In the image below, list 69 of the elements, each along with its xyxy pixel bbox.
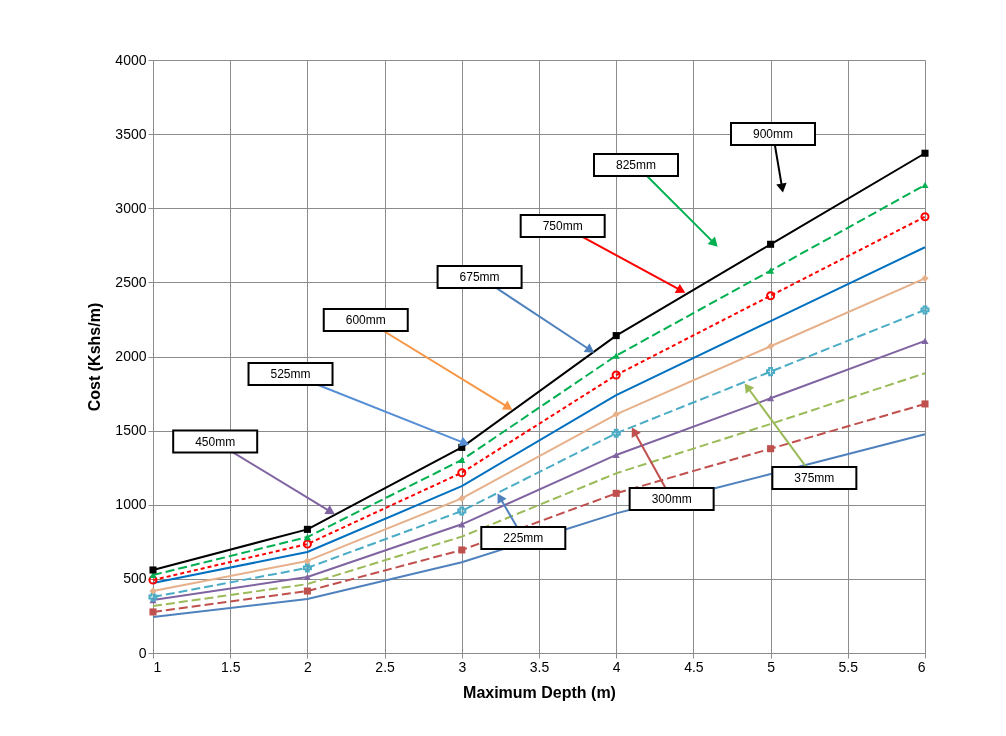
x-tick-label: 5: [767, 658, 776, 675]
point: [303, 525, 311, 533]
point: [302, 563, 312, 573]
point: [921, 274, 929, 282]
x-tick-label: 4: [612, 658, 621, 675]
point: [921, 149, 929, 157]
annotation: 450mm: [195, 434, 236, 449]
point: [612, 451, 620, 458]
annotation: 750mm: [542, 219, 583, 234]
y-tick-label: 2000: [115, 348, 147, 364]
point: [458, 456, 466, 464]
point: [303, 587, 311, 595]
x-tick-label: 2.5: [375, 658, 396, 675]
point: [458, 521, 466, 528]
point: [612, 489, 620, 497]
x-tick-label: 1: [153, 658, 162, 675]
point: [148, 592, 158, 602]
point: [612, 352, 620, 359]
x-tick-label: 3.5: [529, 658, 550, 675]
point: [612, 332, 620, 340]
point: [457, 506, 467, 516]
point: [457, 468, 467, 478]
point: [767, 267, 775, 274]
point: [921, 181, 929, 189]
annotation: 375mm: [794, 471, 835, 486]
point: [149, 608, 157, 616]
annotation: 825mm: [615, 158, 657, 172]
y-tick-label: 4000: [115, 51, 147, 68]
annotation: 900mm: [752, 127, 794, 141]
annotation: 525mm: [270, 367, 311, 382]
annotation: 300mm: [651, 492, 692, 507]
x-axis-title: Maximum Depth (m): [463, 683, 616, 701]
point: [458, 494, 466, 502]
x-tick-label: 6: [917, 658, 926, 675]
point: [611, 428, 621, 438]
x-tick-label: 3: [458, 658, 467, 675]
point: [303, 534, 311, 541]
y-tick-label: 2500: [115, 273, 147, 290]
x-tick-label: 1.5: [220, 658, 241, 675]
y-tick-label: 1500: [115, 422, 147, 439]
point: [303, 573, 311, 581]
y-tick-label: 3000: [115, 199, 147, 216]
point: [303, 557, 311, 565]
x-tick-label: 4.5: [684, 658, 704, 675]
annotation: 600mm: [345, 313, 386, 328]
x-tick-label: 5.5: [838, 658, 859, 675]
point: [920, 305, 930, 315]
point: [921, 337, 929, 344]
point: [920, 212, 930, 222]
point: [612, 410, 620, 418]
y-tick-label: 3500: [115, 125, 147, 142]
y-tick-label: 1000: [115, 496, 147, 513]
point: [766, 291, 776, 301]
y-tick-label: 500: [123, 570, 147, 587]
point: [149, 587, 157, 595]
point: [921, 400, 929, 408]
point: [302, 539, 312, 549]
annotation: 675mm: [459, 269, 500, 284]
y-axis-title: Cost (Kshs/m): [86, 302, 104, 412]
point: [767, 342, 775, 350]
point: [766, 367, 776, 377]
x-tick-label: 2: [304, 658, 312, 675]
point: [149, 566, 157, 574]
annotation: 225mm: [503, 531, 544, 546]
point: [611, 370, 621, 380]
point: [458, 546, 466, 554]
point: [767, 445, 775, 453]
y-tick-label: 0: [138, 644, 147, 661]
point: [767, 240, 775, 248]
